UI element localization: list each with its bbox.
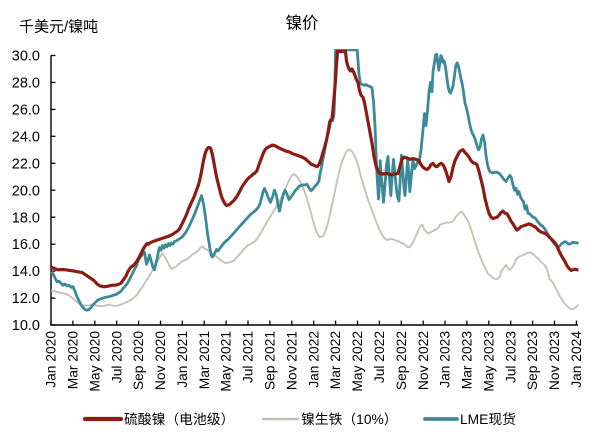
svg-text:Jan 2021: Jan 2021 [175, 331, 190, 388]
svg-text:30.0: 30.0 [12, 49, 40, 65]
svg-text:24.0: 24.0 [12, 129, 40, 145]
svg-text:Jul 2023: Jul 2023 [503, 331, 518, 383]
svg-text:May 2020: May 2020 [87, 331, 102, 392]
svg-text:Jul 2020: Jul 2020 [109, 331, 124, 383]
svg-text:22.0: 22.0 [12, 156, 40, 172]
svg-text:Nov 2021: Nov 2021 [284, 331, 299, 390]
svg-text:26.0: 26.0 [12, 103, 40, 119]
svg-text:14.0: 14.0 [12, 264, 40, 280]
svg-text:10.0: 10.0 [12, 318, 40, 334]
svg-text:Nov 2020: Nov 2020 [153, 331, 168, 390]
svg-text:Sep 2023: Sep 2023 [525, 331, 540, 390]
svg-text:12.0: 12.0 [12, 291, 40, 307]
svg-text:18.0: 18.0 [12, 210, 40, 226]
svg-text:Mar 2023: Mar 2023 [460, 331, 475, 390]
svg-text:Jul 2022: Jul 2022 [372, 331, 387, 383]
svg-text:Nov 2022: Nov 2022 [416, 331, 431, 390]
svg-text:千美元/镍吨: 千美元/镍吨 [19, 18, 98, 36]
svg-text:Sep 2020: Sep 2020 [131, 331, 146, 390]
svg-text:May 2023: May 2023 [481, 331, 496, 392]
svg-text:May 2022: May 2022 [350, 331, 365, 392]
svg-text:Jan 2024: Jan 2024 [569, 331, 584, 388]
svg-text:Sep 2021: Sep 2021 [263, 331, 278, 390]
svg-text:Nov 2023: Nov 2023 [547, 331, 562, 390]
svg-text:16.0: 16.0 [12, 237, 40, 253]
svg-text:Mar 2022: Mar 2022 [328, 331, 343, 389]
svg-text:镍价: 镍价 [286, 14, 319, 33]
svg-text:Mar 2020: Mar 2020 [66, 331, 81, 390]
svg-text:镍生铁（10%）: 镍生铁（10%） [301, 412, 398, 427]
svg-text:Jan 2020: Jan 2020 [44, 331, 59, 388]
svg-text:May 2021: May 2021 [219, 331, 234, 392]
svg-text:Mar 2021: Mar 2021 [197, 331, 212, 389]
svg-text:硫酸镍（电池级）: 硫酸镍（电池级） [124, 412, 234, 427]
svg-text:28.0: 28.0 [12, 76, 40, 92]
svg-text:Jan 2023: Jan 2023 [438, 331, 453, 388]
svg-text:LME现货: LME现货 [460, 411, 516, 427]
svg-text:Sep 2022: Sep 2022 [394, 331, 409, 390]
svg-text:20.0: 20.0 [12, 183, 40, 199]
svg-text:Jul 2021: Jul 2021 [241, 331, 256, 383]
svg-text:Jan 2022: Jan 2022 [306, 331, 321, 388]
